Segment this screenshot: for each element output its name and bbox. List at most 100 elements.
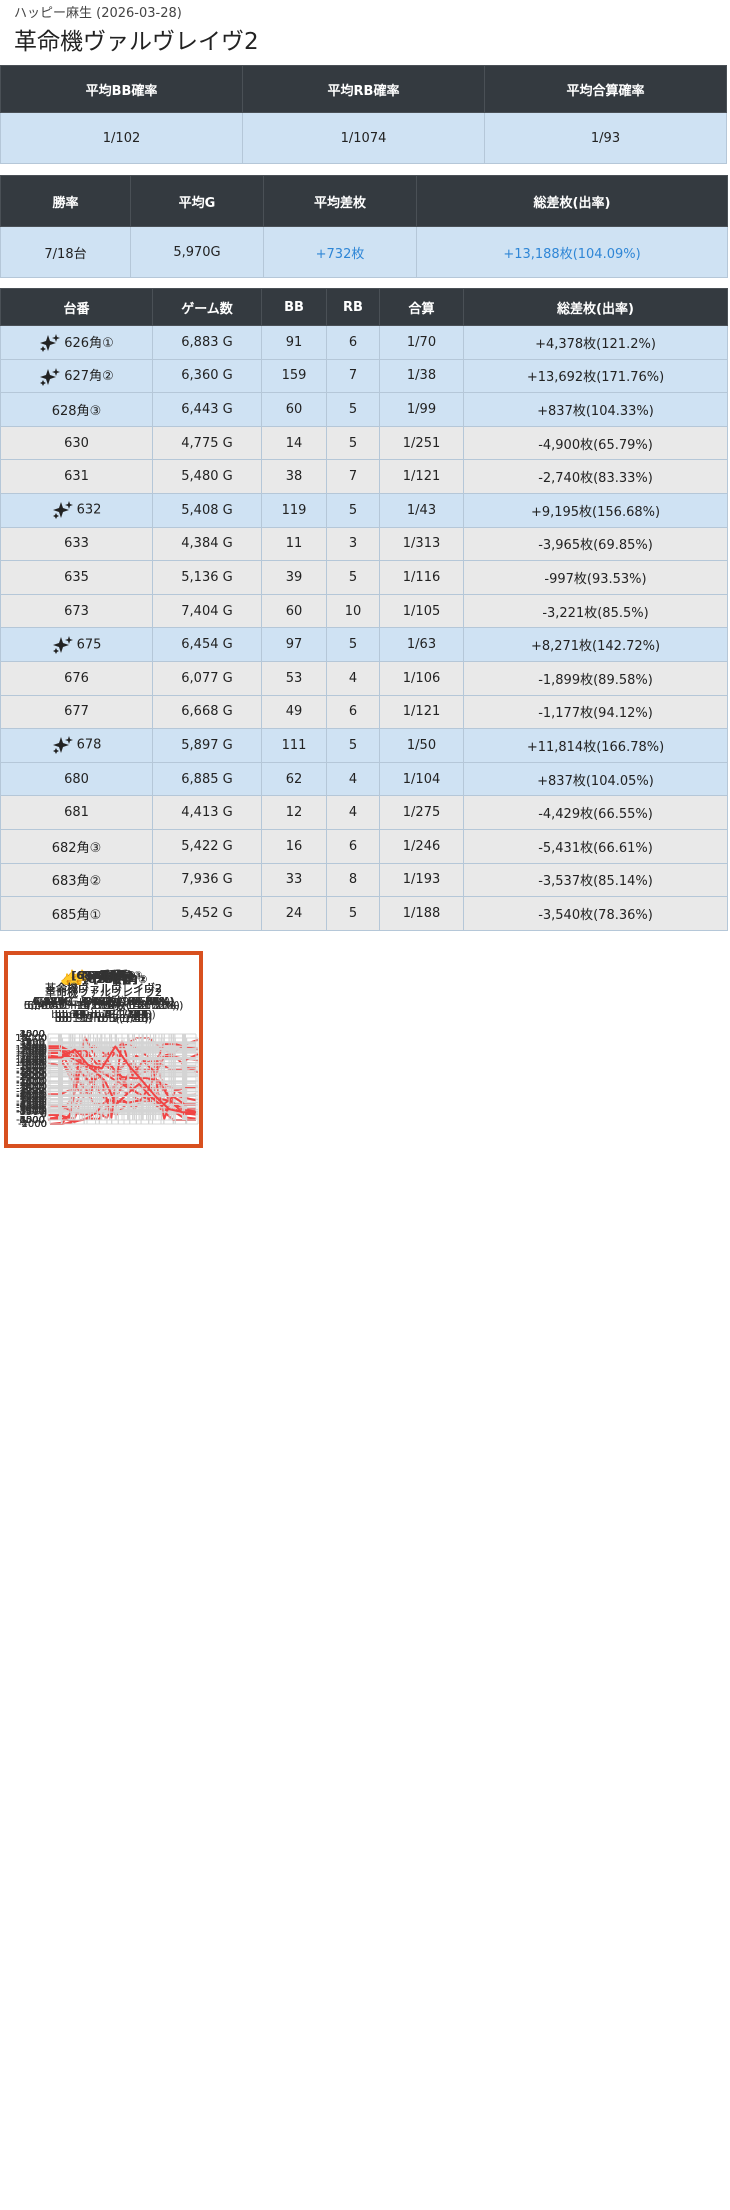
cell: 49 <box>261 694 327 730</box>
y-tick-label: 4000 <box>19 1029 44 1040</box>
y-tick-label: 2000 <box>19 1029 44 1040</box>
mini-chart: 10000-1000-2000-3000-4000-5000-6000 <box>15 1029 196 1125</box>
cell: 5 <box>326 728 380 763</box>
cell-text: +8,271枚(142.72%) <box>530 639 661 655</box>
y-tick-label: -1000 <box>18 1119 47 1129</box>
y-tick-label: 5000 <box>22 1062 47 1073</box>
cell-text: 1/246 <box>402 838 441 854</box>
cell-text: 1/63 <box>406 637 437 653</box>
card-line: 5,897G +11,814枚(166.78%) <box>23 999 184 1012</box>
y-tick-label: 1500 <box>19 1066 44 1077</box>
y-tick-label: 0 <box>41 1119 47 1129</box>
cell: 6,454 G <box>152 627 262 662</box>
y-tick-label: 2000 <box>19 1072 44 1083</box>
cell-text: 677 <box>64 704 89 720</box>
cell: +837枚(104.33%) <box>463 392 728 427</box>
y-tick-label: 6000 <box>22 1058 47 1069</box>
cell: 1/99 <box>379 392 464 427</box>
cell: -3,221枚(85.5%) <box>463 593 728 629</box>
y-tick-label: 10000 <box>15 1033 47 1044</box>
cell: 676 <box>0 660 153 696</box>
cell: 681 <box>0 795 153 830</box>
card-line: 5,480G -2,740枚(83.33%) <box>33 995 174 1008</box>
cell-text: 7,936 G <box>181 872 233 888</box>
y-tick-label: -2500 <box>15 1115 44 1125</box>
cell: 1/313 <box>379 526 464 562</box>
card-line: [683番]角② <box>71 969 136 982</box>
y-tick-label: -6000 <box>15 1115 44 1125</box>
y-tick-label: 6000 <box>22 1076 47 1087</box>
y-tick-label: -3000 <box>15 1098 44 1109</box>
cell: 5,897 G <box>152 728 262 763</box>
sparkle-icon <box>40 334 61 353</box>
cell: 4,384 G <box>152 526 262 562</box>
y-tick-label: 1000 <box>19 1029 44 1040</box>
y-tick-label: -3000 <box>15 1101 44 1112</box>
cell-text: 6 <box>348 334 358 350</box>
cell: 16 <box>261 828 327 864</box>
cell: 60 <box>261 593 327 629</box>
cell: 6,360 G <box>152 358 262 394</box>
y-tick-label: -3000 <box>15 1086 44 1097</box>
cell: 1/246 <box>379 828 464 864</box>
cell: +8,271枚(142.72%) <box>463 627 728 662</box>
cell-text: 16 <box>285 838 303 854</box>
cell-text: 7 <box>348 469 358 485</box>
cell-text: 5 <box>348 502 358 518</box>
cell-text: 1/104 <box>402 771 441 787</box>
y-tick-label: 14000 <box>15 1033 47 1044</box>
y-tick-label: 1000 <box>22 1100 47 1111</box>
y-tick-label: -1000 <box>15 1068 44 1079</box>
cell-text: 60 <box>285 401 303 417</box>
card-line: [685番]角① <box>71 969 136 982</box>
cell-text: 4 <box>348 805 358 821</box>
cell-text: 683角② <box>51 874 102 890</box>
cell: 673 <box>0 593 153 629</box>
card-line: bb:12 rb:4(1/275) <box>54 1008 153 1021</box>
y-tick-label: 500 <box>25 1090 44 1101</box>
y-tick-label: -4000 <box>15 1101 44 1112</box>
cell-text: 1/43 <box>406 502 437 518</box>
y-tick-label: 0 <box>38 1054 44 1065</box>
cell: 626角① <box>0 325 153 360</box>
machine-table: 台番 ゲーム数 BB RB 合算 総差枚(出率) 626角① 6,883 G 91 6 1/70 +… <box>0 288 728 931</box>
cell: 1/63 <box>379 627 464 662</box>
y-tick-label: -1000 <box>15 1078 44 1089</box>
cell: +9,195枚(156.68%) <box>463 492 728 528</box>
y-tick-label: -2000 <box>18 1107 47 1118</box>
cell: 1/43 <box>379 492 464 528</box>
cell: 632 <box>0 492 153 528</box>
y-tick-label: -2000 <box>15 1103 44 1114</box>
cell-text: +13,692枚(171.76%) <box>526 370 665 386</box>
cell: 675 <box>0 627 153 662</box>
header-cell: RB <box>326 288 380 326</box>
cell: 4 <box>326 761 380 797</box>
header-cell: 平均BB確率 <box>0 65 243 113</box>
cell: 111 <box>261 728 327 763</box>
cell: 7,404 G <box>152 593 262 629</box>
machine-row: 685角① 5,452 G 24 5 1/188 -3,540枚(78.36%) <box>0 896 728 931</box>
cell: 1/50 <box>379 728 464 763</box>
y-tick-label: 2500 <box>19 1041 44 1052</box>
card-line: 7,936G -3,537枚(85.14%) <box>33 995 174 1008</box>
cell-text: 53 <box>285 670 303 686</box>
cell: 4 <box>326 795 380 830</box>
cell: 5 <box>326 560 380 595</box>
cell: 7,936 G <box>152 862 262 898</box>
cell: 682角③ <box>0 828 153 864</box>
cell-text: 62 <box>285 771 303 787</box>
machine-row: 683角② 7,936 G 33 8 1/193 -3,537枚(85.14%) <box>0 862 728 898</box>
card-line: [676番] <box>81 969 126 982</box>
line <box>47 1045 196 1115</box>
y-tick-label: -2000 <box>15 1072 44 1083</box>
cell: 683角② <box>0 862 153 898</box>
cell-text: 5 <box>348 905 358 921</box>
y-tick-label: 2000 <box>22 1105 47 1116</box>
y-tick-label: 500 <box>25 1104 44 1115</box>
y-tick-label: 10000 <box>15 1047 47 1058</box>
chart-card: [682番]角③ 革命機ヴァルヴレイヴ2 5,422G -5,431枚(66.61%… <box>4 951 203 1148</box>
cell: 6 <box>326 325 380 360</box>
cell: -1,177枚(94.12%) <box>463 694 728 730</box>
cell-text: 7,404 G <box>181 603 233 619</box>
card-line: bb:33 rb:8(1/193) <box>54 1008 153 1021</box>
